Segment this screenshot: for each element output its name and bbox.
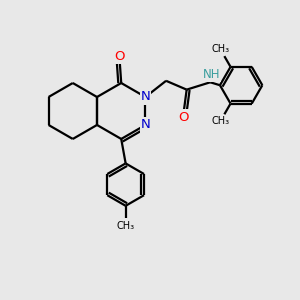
Text: CH₃: CH₃ <box>117 220 135 230</box>
Text: N: N <box>141 118 150 131</box>
Text: CH₃: CH₃ <box>211 44 229 54</box>
Text: N: N <box>141 91 150 103</box>
Text: O: O <box>178 110 189 124</box>
Text: O: O <box>115 50 125 63</box>
Text: CH₃: CH₃ <box>211 116 229 126</box>
Text: NH: NH <box>203 68 220 81</box>
